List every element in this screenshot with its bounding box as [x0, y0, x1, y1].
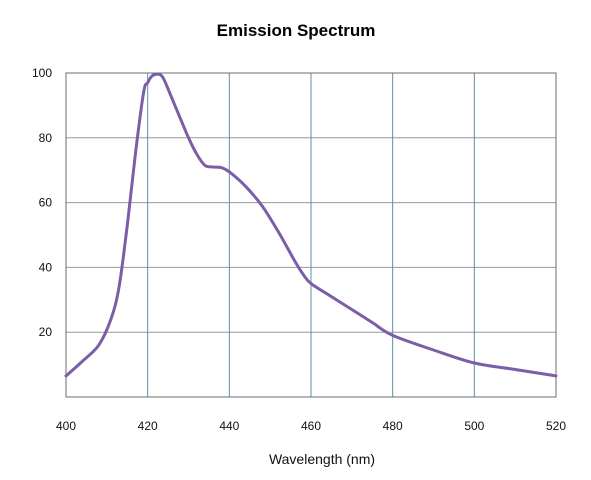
y-tick-label: 20 — [39, 325, 53, 339]
grid — [66, 73, 556, 397]
y-tick-label: 100 — [32, 66, 52, 80]
x-tick-label: 400 — [56, 419, 76, 433]
x-axis-label: Wavelength (nm) — [269, 451, 375, 467]
x-tick-label: 420 — [138, 419, 158, 433]
y-tick-label: 40 — [39, 260, 53, 274]
x-tick-label: 440 — [219, 419, 239, 433]
y-axis-ticks: 20 40 60 80 100 — [32, 66, 52, 339]
x-axis-ticks: 400 420 440 460 480 500 520 — [56, 419, 566, 433]
emission-curve — [64, 72, 558, 378]
x-tick-label: 520 — [546, 419, 566, 433]
y-tick-label: 60 — [39, 196, 53, 210]
x-tick-label: 460 — [301, 419, 321, 433]
x-tick-label: 480 — [383, 419, 403, 433]
y-tick-label: 80 — [39, 131, 53, 145]
chart-title: Emission Spectrum — [217, 21, 376, 40]
plot-frame — [65, 72, 557, 398]
x-tick-label: 500 — [464, 419, 484, 433]
